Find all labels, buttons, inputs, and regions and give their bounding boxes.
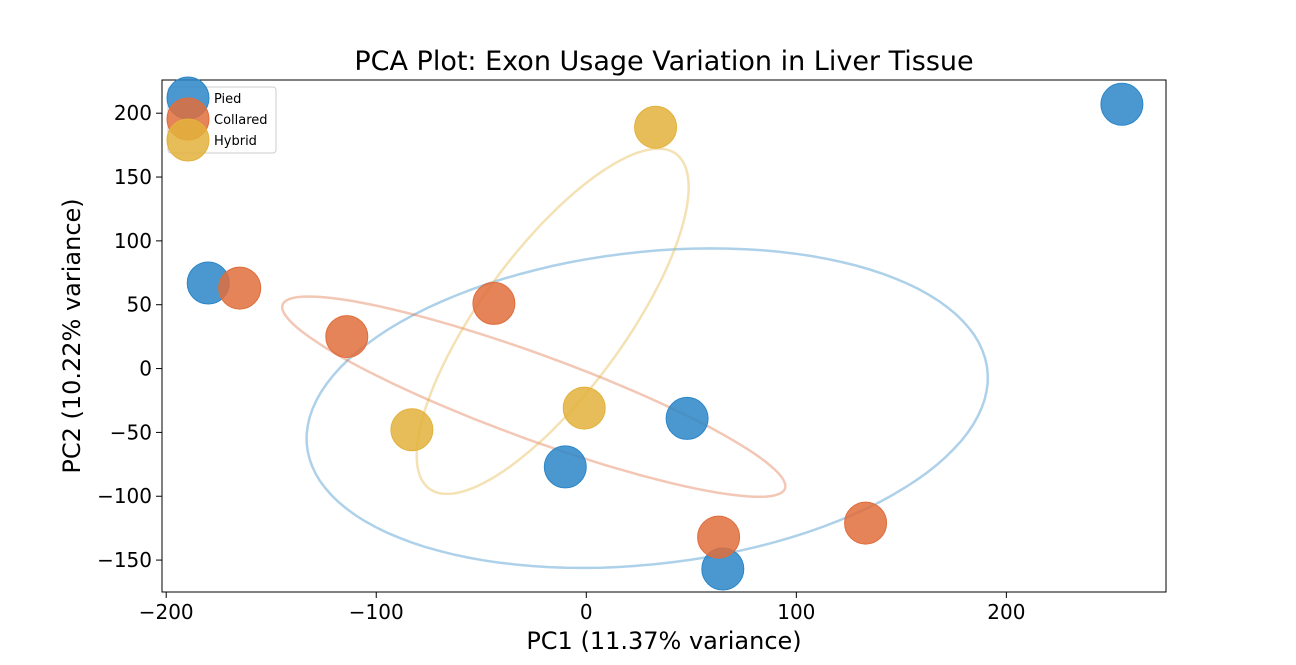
- x-tick-label: 200: [987, 600, 1025, 624]
- x-tick-label: 0: [580, 600, 593, 624]
- y-tick-label: 0: [139, 357, 152, 381]
- y-tick-label: 150: [114, 165, 152, 189]
- point-collared: [325, 315, 369, 359]
- point-hybrid: [390, 408, 434, 452]
- y-tick-label: 100: [114, 229, 152, 253]
- x-axis-label: PC1 (11.37% variance): [526, 627, 801, 655]
- legend: Pied Collared Hybrid: [166, 76, 277, 162]
- y-tick-label: −100: [97, 484, 152, 508]
- y-tick-label: 200: [114, 101, 152, 125]
- confidence-ellipse-pied: [305, 247, 989, 570]
- y-tick-label: −150: [97, 548, 152, 572]
- x-tick-label: −200: [139, 600, 194, 624]
- point-collared: [697, 515, 741, 559]
- y-axis-ticks: −150 −100 −50 0 50 100 150 200: [97, 101, 162, 572]
- confidence-ellipses: [280, 147, 989, 570]
- y-tick-label: 50: [127, 293, 152, 317]
- legend-marker-hybrid: [166, 118, 210, 162]
- x-tick-label: 100: [777, 600, 815, 624]
- point-hybrid: [634, 105, 678, 149]
- chart-title: PCA Plot: Exon Usage Variation in Liver …: [354, 46, 973, 77]
- data-points: [186, 82, 1144, 591]
- point-hybrid: [562, 386, 606, 430]
- point-pied: [665, 396, 709, 440]
- legend-label-collared: Collared: [214, 113, 268, 128]
- y-tick-label: −50: [110, 420, 152, 444]
- point-collared: [844, 501, 888, 545]
- point-collared: [472, 281, 516, 325]
- plot-frame: [161, 79, 1167, 593]
- point-collared: [218, 266, 262, 310]
- legend-label-pied: Pied: [214, 92, 241, 107]
- confidence-ellipse-hybrid: [415, 147, 690, 496]
- x-axis-ticks: −200 −100 0 100 200: [139, 592, 1025, 624]
- legend-label-hybrid: Hybrid: [214, 134, 257, 149]
- x-tick-label: −100: [349, 600, 404, 624]
- point-pied: [543, 445, 587, 489]
- point-pied: [1100, 82, 1144, 126]
- y-axis-label: PC2 (10.22% variance): [58, 198, 86, 473]
